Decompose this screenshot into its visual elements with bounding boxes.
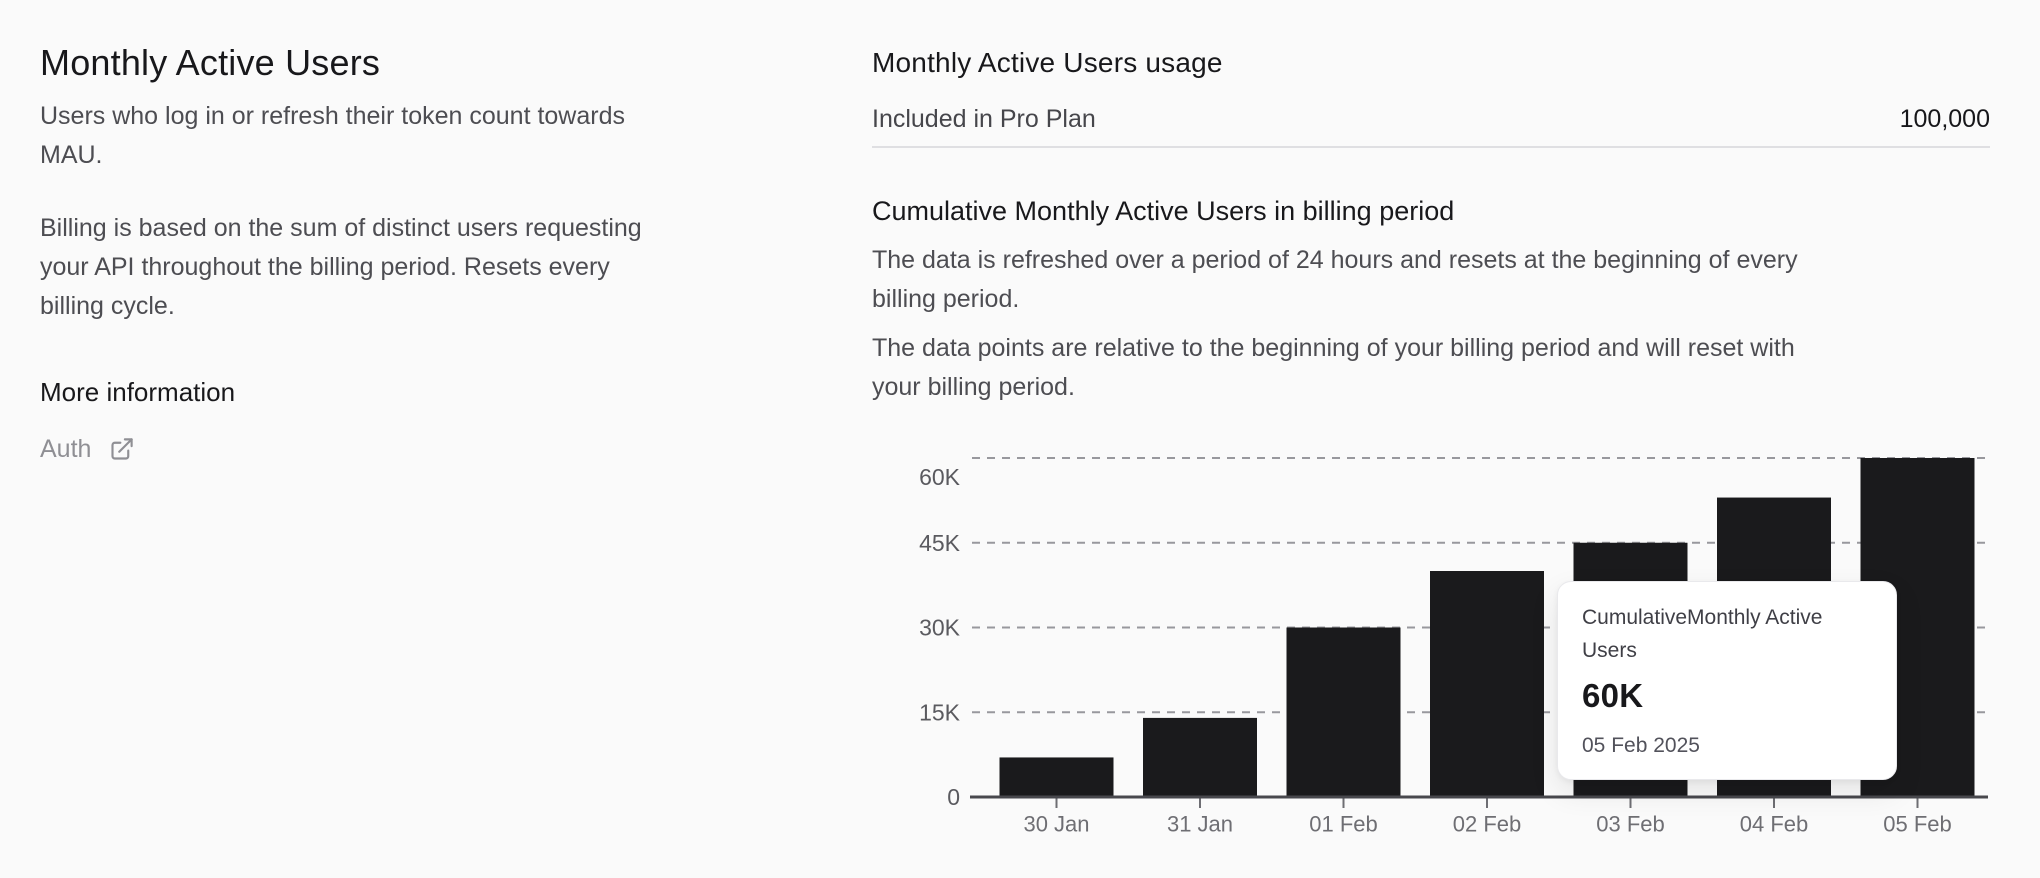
mau-bar-chart: 0 15K 30K 45K 60K 30 Jan 31 Jan 01 Feb 02 Feb 03 … bbox=[872, 430, 1990, 878]
cumulative-title: Cumulative Monthly Active Users in billi… bbox=[872, 196, 1455, 226]
y-axis-label-45K: 45K bbox=[919, 530, 961, 556]
plan-usage-row: Included in Pro Plan 100,000 bbox=[872, 101, 1990, 137]
chart-bar-01-feb[interactable] bbox=[1286, 627, 1401, 798]
x-axis-label-04-feb: 04 Feb bbox=[1740, 812, 1809, 837]
x-axis-label-30-jan: 30 Jan bbox=[1023, 812, 1089, 837]
tooltip-date: 05 Feb 2025 bbox=[1582, 734, 1700, 757]
x-axis-label-03-feb: 03 Feb bbox=[1596, 812, 1665, 837]
page-title: Monthly Active Users bbox=[40, 42, 381, 83]
usage-title: Monthly Active Users usage bbox=[872, 47, 1223, 78]
auth-link-label: Auth bbox=[40, 435, 92, 463]
y-axis-label-0: 0 bbox=[947, 784, 960, 810]
datapoints-description: The data points are relative to the begi… bbox=[872, 334, 1795, 401]
tooltip-value: 60K bbox=[1582, 677, 1644, 714]
y-axis-label-30K: 30K bbox=[919, 615, 961, 641]
x-axis-label-01-feb: 01 Feb bbox=[1309, 812, 1378, 837]
divider bbox=[872, 146, 1990, 148]
chart-bar-30-jan[interactable] bbox=[999, 757, 1114, 797]
refresh-description: The data is refreshed over a period of 2… bbox=[872, 246, 1798, 313]
tooltip-series-label: CumulativeMonthly Active Users bbox=[1582, 606, 1823, 662]
mau-description: Users who log in or refresh their token … bbox=[40, 102, 625, 169]
chart-bar-02-feb[interactable] bbox=[1430, 571, 1544, 797]
y-axis-label-60K: 60K bbox=[919, 464, 961, 490]
more-information-title: More information bbox=[40, 377, 236, 407]
x-axis-label-02-feb: 02 Feb bbox=[1453, 812, 1522, 837]
chart-bar-31-jan[interactable] bbox=[1143, 717, 1257, 797]
chart-tooltip: CumulativeMonthly Active Users 60K 05 Fe… bbox=[1557, 581, 1897, 780]
plan-label: Included in Pro Plan bbox=[872, 105, 1096, 133]
x-axis-label-05-feb: 05 Feb bbox=[1883, 812, 1952, 837]
external-link-icon bbox=[108, 436, 135, 463]
y-axis-label-15K: 15K bbox=[919, 699, 961, 725]
x-axis-label-31-jan: 31 Jan bbox=[1167, 812, 1233, 837]
plan-limit-value: 100,000 bbox=[1899, 105, 1990, 133]
auth-link[interactable]: Auth bbox=[40, 430, 135, 469]
billing-description: Billing is based on the sum of distinct … bbox=[40, 214, 642, 320]
